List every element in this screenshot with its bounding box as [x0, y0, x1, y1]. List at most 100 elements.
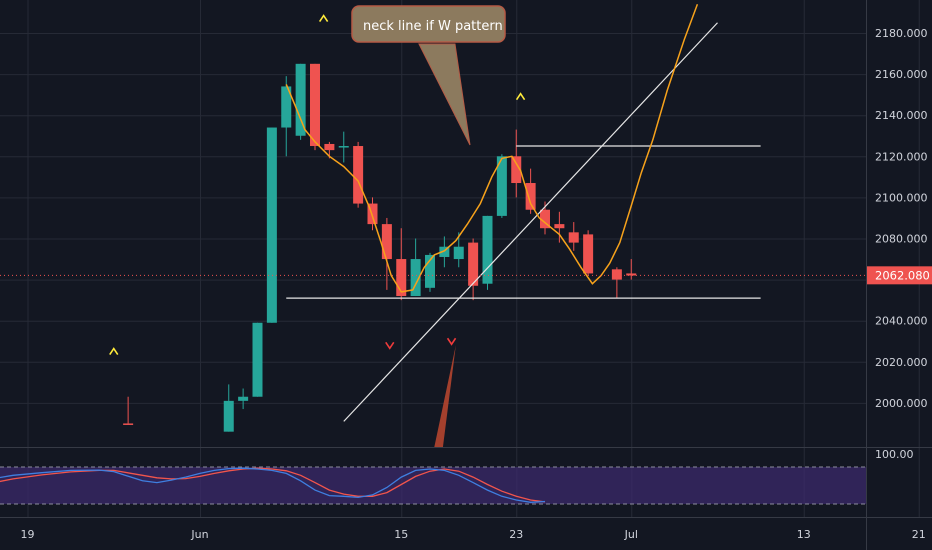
price-tick-label: 2040.000 — [875, 315, 928, 328]
drawings — [286, 22, 761, 447]
candle-body — [525, 183, 536, 210]
down-marker — [446, 337, 457, 346]
price-tick-label: 2180.000 — [875, 27, 928, 40]
candle — [583, 230, 594, 276]
candle — [123, 396, 134, 425]
candle — [310, 63, 320, 151]
candle-body — [482, 215, 493, 284]
up-marker — [109, 347, 119, 355]
time-tick-label: 21 — [912, 528, 926, 541]
up-marker — [318, 14, 329, 23]
candle — [554, 211, 565, 243]
callout-bubble[interactable] — [351, 5, 506, 43]
candle — [525, 168, 536, 214]
oscillator-pane — [0, 466, 866, 505]
candle-body — [324, 143, 335, 151]
candle-body — [353, 146, 364, 204]
last-price-value: 2062.080 — [875, 268, 930, 282]
candle-body — [238, 396, 249, 401]
candle — [396, 228, 407, 301]
candle — [367, 197, 378, 231]
trend-line — [343, 22, 718, 422]
time-tick-label: Jun — [190, 528, 208, 541]
candle-body — [295, 63, 306, 136]
time-axis[interactable]: 1119Jun1523Jul1321Aug — [0, 528, 932, 541]
callout-text: neck line if W pattern — [363, 19, 503, 34]
arrow-spike — [434, 345, 456, 447]
candles — [123, 63, 637, 432]
candle — [295, 63, 306, 140]
candle — [482, 215, 493, 290]
grid-lines — [0, 0, 920, 517]
candle-body — [496, 156, 507, 216]
candle-body — [511, 156, 522, 184]
candle-body — [583, 234, 594, 274]
candle-body — [540, 209, 550, 229]
callout-pointer — [418, 43, 471, 146]
candle — [353, 141, 364, 208]
candle-body — [568, 232, 579, 243]
candle-body — [123, 423, 134, 425]
candle-body — [310, 63, 320, 147]
candle-body — [281, 86, 292, 128]
candle-body — [252, 322, 263, 397]
candle-body — [453, 246, 464, 260]
candle-body — [367, 203, 378, 225]
oscillator-signal-line — [0, 467, 546, 503]
price-tick-label: 2080.000 — [875, 233, 928, 246]
candle — [252, 322, 263, 397]
candle-body — [410, 259, 421, 297]
oscillator-top-value: 100.00 — [875, 448, 914, 461]
oscillator-axis-label: 100.00 — [875, 448, 914, 461]
price-tick-label: 2160.000 — [875, 68, 928, 81]
candle-body — [439, 246, 450, 257]
candle — [238, 388, 249, 410]
candle — [410, 238, 421, 297]
candle-body — [396, 259, 407, 297]
candle — [626, 259, 637, 280]
candle — [266, 127, 277, 323]
candle-body — [611, 269, 622, 280]
oscillator-main-line — [0, 467, 546, 503]
candle — [468, 238, 479, 301]
moving-average-line — [285, 3, 699, 293]
main-pane — [0, 3, 866, 447]
price-tick-label: 2020.000 — [875, 356, 928, 369]
callout[interactable]: neck line if W pattern — [351, 5, 506, 146]
candle-body — [425, 254, 435, 288]
candle-body — [626, 273, 637, 276]
time-tick-label: 15 — [394, 528, 408, 541]
candle — [568, 222, 579, 251]
time-tick-label: 13 — [797, 528, 811, 541]
candle — [338, 131, 349, 163]
up-marker — [515, 92, 526, 101]
candle — [439, 236, 450, 268]
price-tick-label: 2140.000 — [875, 109, 928, 122]
candle-body — [381, 224, 392, 260]
price-tick-label: 2120.000 — [875, 150, 928, 163]
last-price-badge — [867, 266, 932, 285]
candle-body — [468, 242, 479, 286]
time-tick-label: 23 — [509, 528, 523, 541]
candle-body — [223, 400, 234, 432]
time-tick-label: 19 — [21, 528, 35, 541]
candle-body — [338, 146, 349, 148]
candle-body — [554, 224, 565, 229]
candle-body — [266, 127, 277, 323]
oscillator-band — [0, 467, 866, 504]
candle — [223, 384, 234, 432]
price-tick-label: 2100.000 — [875, 191, 928, 204]
candle — [453, 232, 464, 268]
time-tick-label: Jul — [624, 528, 638, 541]
candle — [496, 154, 507, 218]
price-tick-label: 2000.000 — [875, 397, 928, 410]
down-marker — [385, 341, 395, 350]
last-price-label: 2062.080 — [867, 266, 932, 285]
candle — [281, 76, 292, 157]
candle — [611, 267, 622, 299]
candle — [425, 252, 435, 292]
markers — [109, 14, 526, 355]
